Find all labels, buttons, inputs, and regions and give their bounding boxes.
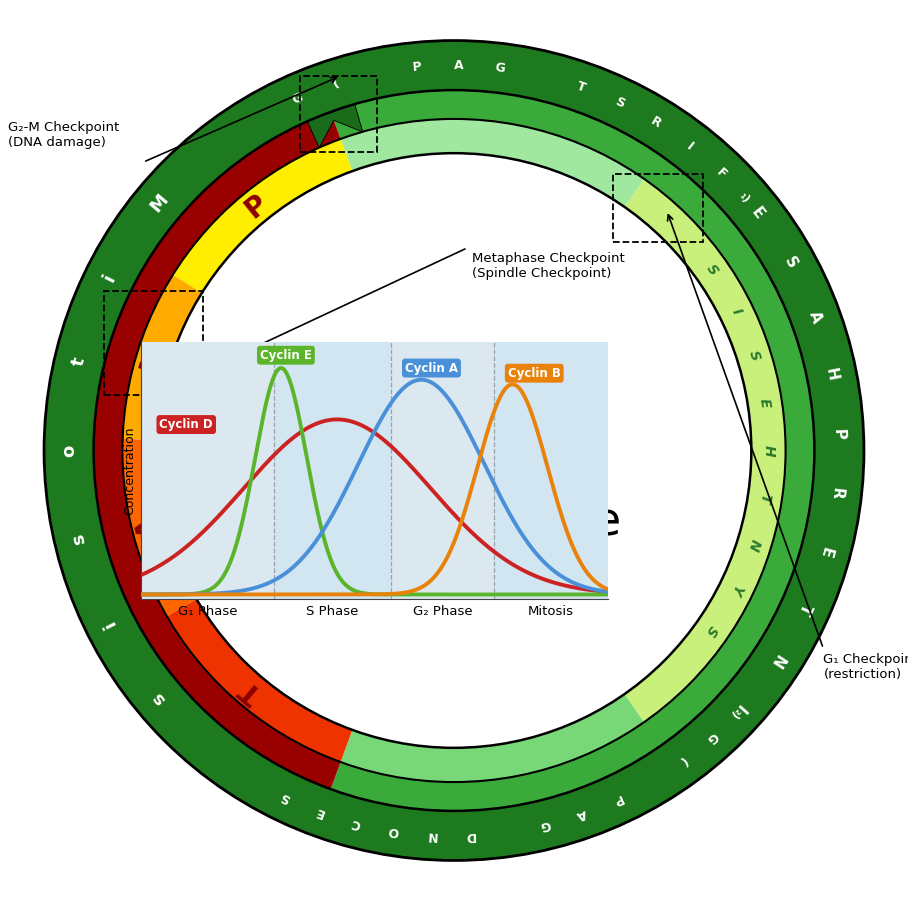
Text: S: S (745, 349, 762, 363)
Text: Cyclin B: Cyclin B (508, 367, 561, 379)
Text: Cyclin D: Cyclin D (160, 418, 213, 431)
Text: F: F (714, 166, 729, 181)
Text: A: A (133, 513, 165, 541)
Text: P: P (831, 428, 846, 440)
Text: ₂): ₂) (728, 706, 743, 720)
Polygon shape (308, 104, 362, 148)
Text: ₁): ₁) (737, 191, 752, 205)
Text: H: H (762, 445, 775, 456)
Text: Cyclin E: Cyclin E (260, 349, 311, 361)
Text: t: t (69, 355, 89, 368)
Text: M: M (136, 341, 171, 376)
Text: E: E (748, 205, 766, 222)
Text: s: s (69, 532, 89, 547)
Text: G₁ Checkpoint
(restriction): G₁ Checkpoint (restriction) (824, 653, 908, 681)
Text: E: E (314, 804, 326, 819)
Text: s: s (149, 688, 169, 708)
Text: O: O (388, 824, 400, 838)
Text: (: ( (676, 754, 688, 768)
Text: M: M (146, 190, 172, 215)
Polygon shape (308, 104, 362, 148)
Text: I: I (685, 140, 696, 153)
Text: A: A (454, 59, 464, 72)
Text: D: D (464, 829, 475, 842)
Wedge shape (123, 439, 196, 616)
Text: The Cell Cycle: The Cell Cycle (286, 500, 622, 545)
Text: N: N (767, 651, 786, 670)
Text: I: I (733, 701, 747, 715)
Wedge shape (331, 90, 814, 811)
Text: H: H (823, 367, 840, 383)
Text: G₂-M Checkpoint
(DNA damage): G₂-M Checkpoint (DNA damage) (8, 121, 119, 149)
Text: T: T (757, 493, 773, 504)
Text: N: N (426, 828, 437, 842)
Y-axis label: Concentration: Concentration (123, 426, 136, 515)
Text: P: P (610, 792, 624, 807)
Text: T: T (796, 601, 814, 616)
Text: S: S (703, 623, 720, 639)
Text: S: S (703, 262, 720, 278)
Text: G: G (290, 91, 305, 106)
Text: I: I (728, 306, 744, 317)
Text: T: T (575, 79, 587, 95)
Text: N: N (745, 537, 763, 552)
Text: S: S (278, 789, 292, 805)
Wedge shape (123, 275, 202, 440)
Wedge shape (94, 112, 340, 789)
Text: Metaphase Checkpoint
(Spindle Checkpoint): Metaphase Checkpoint (Spindle Checkpoint… (472, 252, 625, 280)
Text: Cyclin A: Cyclin A (405, 361, 458, 375)
Text: A: A (806, 309, 824, 325)
Text: E: E (817, 545, 834, 560)
Wedge shape (167, 599, 352, 762)
Text: T: T (236, 675, 268, 708)
Wedge shape (625, 179, 785, 722)
Bar (274, 342, 391, 599)
Text: i: i (101, 271, 119, 285)
Text: (: ( (331, 77, 340, 91)
Wedge shape (44, 41, 864, 860)
Text: G: G (495, 61, 506, 75)
Wedge shape (173, 139, 352, 293)
Text: i: i (101, 616, 119, 630)
Text: A: A (575, 806, 588, 822)
Text: G: G (704, 729, 720, 745)
Text: R: R (648, 114, 664, 131)
Text: P: P (240, 189, 272, 223)
Bar (494, 342, 608, 599)
Text: Y: Y (727, 582, 745, 597)
Text: C: C (350, 815, 362, 831)
Wedge shape (340, 119, 644, 207)
Circle shape (157, 153, 751, 748)
Text: R: R (829, 487, 844, 500)
Text: S: S (613, 95, 627, 111)
Text: P: P (412, 60, 422, 74)
Text: o: o (60, 444, 78, 457)
Wedge shape (340, 694, 644, 782)
Text: S: S (781, 255, 800, 271)
Text: G: G (538, 817, 551, 833)
Text: E: E (757, 397, 773, 408)
